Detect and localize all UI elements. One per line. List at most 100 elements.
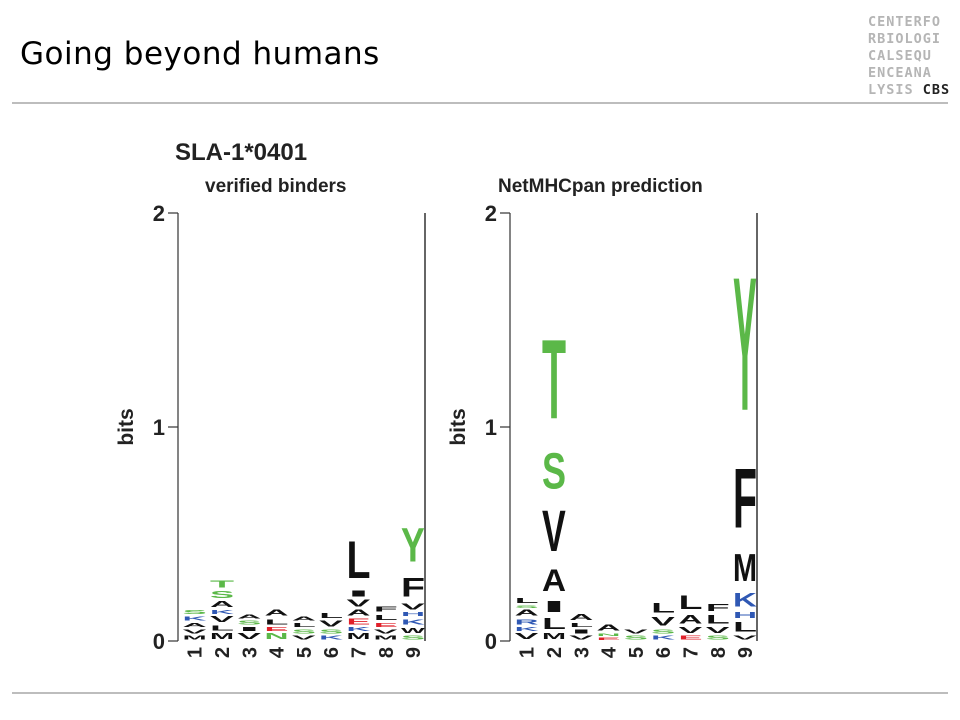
- logo-letter: K: [183, 615, 207, 622]
- logo-letter: R: [515, 617, 539, 626]
- logo-letter: I: [542, 598, 566, 615]
- logo-letter: L: [569, 622, 593, 628]
- x-tick-label: 1: [517, 647, 539, 658]
- logo-letter: H: [401, 611, 425, 618]
- logo-letter: W: [401, 626, 425, 635]
- y-tick-label: 1: [153, 415, 165, 440]
- logo-brand: CBS: [922, 82, 951, 98]
- logo-letter: I: [237, 626, 261, 632]
- x-tick-label: 8: [376, 647, 398, 658]
- logo-letter: Y: [401, 518, 425, 573]
- slide-title: Going beyond humans: [20, 36, 380, 72]
- x-tick-label: 7: [680, 647, 702, 658]
- logo-letter: L: [651, 600, 675, 615]
- x-tick-label: 9: [735, 647, 757, 658]
- logo-letter: V: [624, 628, 648, 634]
- logo-letter: K: [733, 589, 757, 611]
- logo-letter: M: [210, 633, 234, 641]
- y-axis-label: bits: [115, 408, 138, 445]
- logo-letter: V: [237, 633, 261, 641]
- logo-letter: L: [346, 530, 370, 589]
- logo-letter: V: [292, 635, 316, 641]
- logo-letter: I: [569, 628, 593, 634]
- logo-letter: F: [733, 452, 757, 547]
- logo-letter: A: [678, 613, 702, 626]
- logo-letter: E: [265, 626, 289, 632]
- logo-letter: M: [374, 635, 398, 641]
- logo-letter: Y: [733, 239, 757, 452]
- logo-letter: V: [401, 603, 425, 611]
- x-tick-label: 4: [267, 646, 289, 658]
- logo-letter: H: [733, 611, 757, 620]
- y-tick-label: 2: [485, 201, 497, 226]
- logo-letter: V: [183, 628, 207, 634]
- y-tick-label: 1: [485, 415, 497, 440]
- logo-letter: E: [597, 637, 621, 641]
- x-tick-label: 2: [212, 647, 234, 658]
- logo-letter: T: [542, 317, 566, 443]
- logo-letter: K: [651, 635, 675, 642]
- logo-letter: K: [401, 617, 426, 626]
- logo-letter: S: [210, 589, 234, 600]
- panel-subtitle: NetMHCpan prediction: [498, 176, 703, 197]
- logo-letter: L: [515, 596, 539, 605]
- logo-letter: S: [292, 628, 316, 634]
- logo-letter: N: [265, 632, 289, 641]
- logo-letter: L: [210, 624, 234, 633]
- x-tick-label: 9: [403, 647, 425, 658]
- logo-letter: K: [515, 626, 539, 633]
- y-axis-label: bits: [447, 408, 470, 445]
- logo-letter: S: [651, 628, 675, 634]
- logo-letter: M: [183, 635, 207, 641]
- x-tick-label: 7: [348, 647, 370, 658]
- chart-title: SLA-1*0401: [175, 139, 307, 166]
- x-tick-label: 3: [571, 647, 593, 658]
- logo-letter: V: [706, 626, 730, 634]
- logo-letter: A: [346, 609, 370, 618]
- logo-letter: E: [678, 635, 702, 641]
- logo-letter: V: [569, 635, 593, 641]
- logo-line: CENTERFO: [868, 14, 942, 30]
- logo-letter: S: [515, 605, 539, 609]
- logo-letter: V: [210, 615, 234, 623]
- x-tick-label: 3: [239, 647, 261, 658]
- logo-line: CALSEQU: [868, 48, 932, 64]
- x-tick-label: 5: [294, 647, 316, 658]
- logo-letter: A: [597, 624, 621, 633]
- logo-letter: S: [237, 620, 261, 626]
- logo-letter: S: [624, 635, 648, 641]
- logo-letter: A: [569, 613, 593, 622]
- logo-letter: A: [515, 609, 539, 618]
- cbs-logo: CENTERFO RBIOLOGI CALSEQU ENCEANA LYSIS …: [868, 14, 950, 99]
- logo-letter: L: [678, 591, 702, 613]
- logo-letter: K: [210, 609, 234, 616]
- logo-line: LYSIS CBS: [868, 82, 950, 99]
- logo-letter: V: [515, 633, 539, 641]
- logo-letter: A: [210, 600, 234, 609]
- logo-letter: L: [265, 617, 289, 626]
- logo-letter: A: [542, 563, 566, 598]
- logo-letter: S: [319, 628, 343, 634]
- logo-letter: L: [292, 622, 316, 628]
- logo-letter: M: [542, 633, 566, 641]
- logo-letter: A: [237, 613, 261, 620]
- logo-letter: E: [374, 622, 398, 628]
- logo-letter: V: [678, 626, 702, 634]
- logo-letter: A: [265, 609, 289, 618]
- logo-line: ENCEANA: [868, 65, 932, 81]
- x-tick-label: 4: [599, 646, 621, 658]
- x-tick-label: 1: [185, 647, 207, 658]
- footer-divider: [12, 692, 948, 694]
- y-tick-label: 0: [153, 629, 165, 654]
- y-tick-label: 0: [485, 629, 497, 654]
- logo-letter: F: [706, 603, 730, 614]
- logo-letter: V: [346, 598, 371, 609]
- logo-letter: L: [319, 611, 343, 620]
- logo-letter: S: [706, 635, 730, 641]
- logo-letter: K: [346, 626, 370, 633]
- logo-letter: M: [733, 547, 757, 590]
- logo-letter: L: [542, 615, 566, 632]
- logo-letter: A: [292, 615, 316, 622]
- logo-letter: V: [319, 620, 343, 628]
- logo-letter: L: [374, 613, 398, 622]
